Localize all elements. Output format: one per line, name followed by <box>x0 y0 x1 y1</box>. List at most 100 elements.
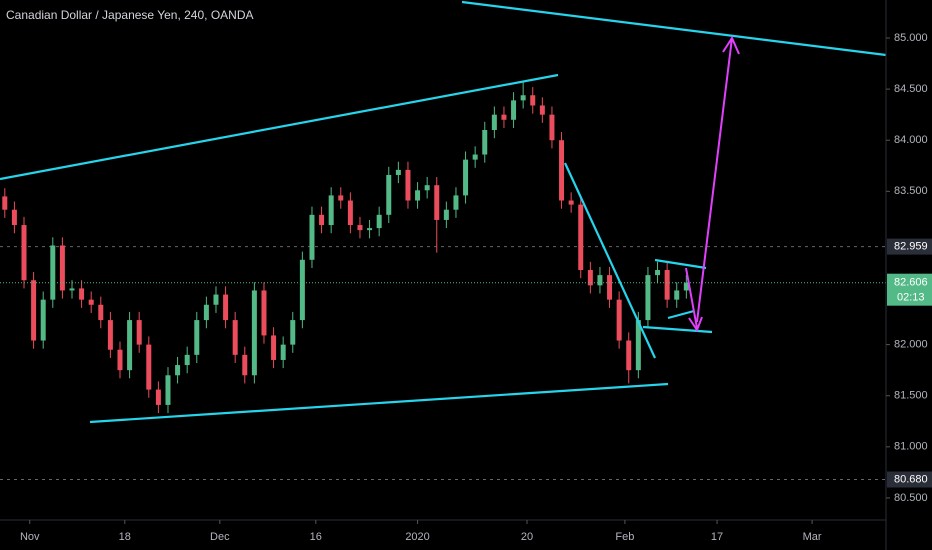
candle-body <box>463 159 469 196</box>
candle-body <box>146 344 152 390</box>
x-tick-label: 20 <box>521 531 533 543</box>
candle-body <box>299 259 305 321</box>
axes: 85.000 84.500 84.000 83.500 82.000 81.500 81.0… <box>20 32 932 543</box>
candle-body <box>607 275 613 300</box>
countdown-label: 02:13 <box>897 292 925 304</box>
candle-body <box>251 290 257 376</box>
candle-body <box>127 320 133 371</box>
candle-body <box>309 214 315 260</box>
candle-body <box>578 204 584 271</box>
x-tick-label: Mar <box>803 531 822 543</box>
candle-body <box>405 169 411 201</box>
candle-body <box>568 200 574 205</box>
candle-body <box>136 320 142 345</box>
candle-body <box>453 195 459 210</box>
y-tick-label: 81.500 <box>894 390 928 402</box>
candle-body <box>424 185 430 191</box>
flag-line <box>654 258 707 270</box>
candle-body <box>290 320 296 345</box>
x-tick-label: Feb <box>615 531 634 543</box>
candle-body <box>184 354 190 366</box>
trend-line <box>89 382 669 424</box>
candle-body <box>31 280 37 341</box>
arrow <box>685 267 698 329</box>
candle-body <box>261 290 267 336</box>
candle-body <box>683 282 689 291</box>
candle-body <box>319 214 325 226</box>
candle-body <box>597 275 603 286</box>
flag-line <box>667 309 695 320</box>
arrow <box>696 37 733 323</box>
x-tick-label: 18 <box>119 531 131 543</box>
candle-body <box>674 290 680 300</box>
candle-body <box>664 270 670 300</box>
candle-body <box>271 335 277 360</box>
price-marker-box <box>887 471 932 488</box>
candle-body <box>213 294 219 305</box>
y-tick-label: 81.000 <box>894 441 928 453</box>
candle-body <box>242 354 248 376</box>
candle-body <box>2 196 8 210</box>
y-tick-label: 82.000 <box>894 339 928 351</box>
trend-line <box>461 0 887 57</box>
drawings <box>0 0 887 424</box>
candle-body <box>50 245 56 300</box>
candle-body <box>338 195 344 201</box>
candle-body <box>98 304 104 321</box>
candle-body <box>59 245 65 291</box>
candle-body <box>472 154 478 160</box>
x-tick-label: 17 <box>711 531 723 543</box>
candle-body <box>194 320 200 355</box>
candle-body <box>40 299 46 341</box>
candle-body <box>395 169 401 175</box>
y-tick-label: 84.000 <box>894 134 928 146</box>
trend-line <box>564 162 656 359</box>
candle-body <box>587 270 593 286</box>
candle-body <box>155 389 161 405</box>
candle-body <box>232 320 238 355</box>
candle-body <box>511 100 517 120</box>
y-tick-label: 84.500 <box>894 83 928 95</box>
candle-body <box>635 320 641 371</box>
candle-body <box>434 185 440 220</box>
price-marker-label: 80.680 <box>894 473 928 485</box>
candle-body <box>626 340 632 371</box>
candle-body <box>443 209 449 220</box>
trend-line <box>0 73 559 181</box>
last-price-label: 82.606 <box>894 277 928 289</box>
candle-body <box>107 320 113 350</box>
candle-body <box>501 114 507 120</box>
candle-body <box>539 105 545 115</box>
candle-body <box>11 209 17 226</box>
x-tick-label: 2020 <box>405 531 429 543</box>
x-tick-label: 16 <box>310 531 322 543</box>
candle-body <box>357 225 363 231</box>
y-tick-label: 80.500 <box>894 492 928 504</box>
last-price-box <box>887 273 932 306</box>
candle-body <box>520 95 526 101</box>
plot <box>0 81 886 481</box>
candle-body <box>549 114 555 141</box>
candle-body <box>223 294 229 321</box>
flag-line <box>642 325 713 334</box>
candle-body <box>347 200 353 226</box>
candle-body <box>165 375 171 405</box>
candle-body <box>376 214 382 229</box>
arrow-head <box>722 35 740 55</box>
candle-body <box>328 195 334 226</box>
y-tick-label: 85.000 <box>894 32 928 44</box>
chart-title: Canadian Dollar / Japanese Yen, 240, OAN… <box>6 8 254 22</box>
candle-body <box>559 140 565 201</box>
candle-body <box>21 225 27 281</box>
candle-body <box>367 228 373 231</box>
candle-body <box>386 174 392 215</box>
candle-body <box>530 95 536 106</box>
candle-body <box>203 304 209 321</box>
x-tick-label: Nov <box>20 531 40 543</box>
candle-body <box>69 288 75 291</box>
candle-body <box>482 130 488 155</box>
y-tick-label: 83.500 <box>894 185 928 197</box>
arrow-head <box>688 316 703 333</box>
